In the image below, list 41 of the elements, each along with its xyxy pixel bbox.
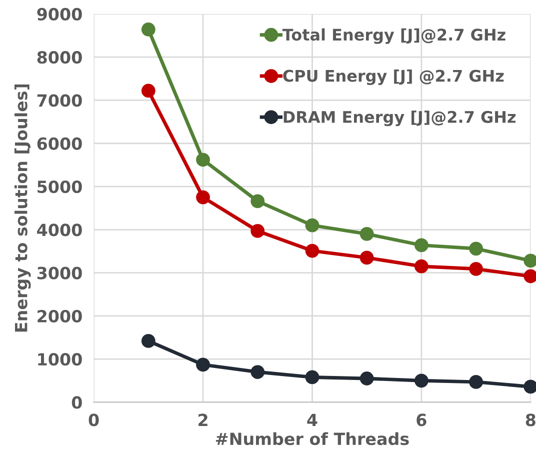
y-tick-label: 8000 [37,51,82,64]
legend-label: Total Energy [J]@2.7 GHz [282,28,506,44]
point [414,238,428,252]
y-axis-title: Energy to solution [Joules] [14,84,31,332]
point [196,358,210,372]
point [469,375,483,389]
y-tick-label: 7000 [37,94,82,107]
legend-label: CPU Energy [J] @2.7 GHz [283,69,504,86]
point [469,262,483,276]
y-tick-label: 5000 [38,180,82,194]
point [305,218,320,232]
point [141,84,156,98]
y-tick-label: 3000 [37,266,82,280]
y-tick-label: 2000 [38,310,82,323]
legend-label: DRAM Energy [J]@2.7 GHz [284,110,516,126]
y-tick-label: 9000 [37,8,82,21]
point [196,190,210,204]
point [250,224,265,238]
point [250,365,265,379]
x-tick-label: 4 [307,414,318,426]
point [141,334,156,348]
point [305,370,320,384]
y-tick-label: 0 [72,396,82,409]
x-tick-label: 8 [526,414,536,426]
point [360,250,374,265]
x-tick-label: 6 [416,414,426,426]
x-tick-label: 0 [88,414,99,426]
point [469,242,483,256]
point [305,244,320,258]
point [360,227,374,241]
x-axis-title: #Number of Threads [216,432,409,446]
y-tick-label: 1000 [38,353,82,366]
point [414,259,428,274]
point [196,152,210,167]
point [250,194,265,208]
x-tick-label: 2 [198,414,208,426]
y-tick-label: 4000 [37,224,82,236]
point [414,374,428,388]
point [141,22,156,36]
y-tick-label: 6000 [37,137,82,150]
point [360,372,374,386]
